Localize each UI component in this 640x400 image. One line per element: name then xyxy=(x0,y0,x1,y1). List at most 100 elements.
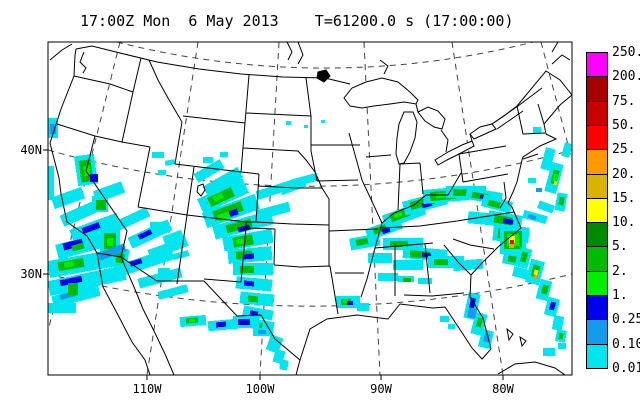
canada-lakes xyxy=(286,42,571,75)
precip-cell xyxy=(509,236,515,243)
puget-sound xyxy=(79,51,87,74)
us-coast-border xyxy=(49,45,572,361)
graticule xyxy=(48,42,572,375)
precip-cell xyxy=(188,318,196,323)
precip-cell xyxy=(109,207,151,233)
precip-cell xyxy=(215,321,227,328)
precip-cell xyxy=(452,258,484,272)
precip-cell xyxy=(372,223,390,235)
precip-cell xyxy=(63,261,75,268)
vancouver-island-coast xyxy=(49,43,73,61)
precip-cell xyxy=(164,159,176,166)
cuba-bahamas xyxy=(497,327,566,375)
precip-cell xyxy=(533,269,539,276)
precip-cell xyxy=(347,301,353,305)
colorbar-tick-label: 75. xyxy=(612,93,636,109)
precip-cell xyxy=(48,303,76,313)
precip-cell xyxy=(212,193,224,202)
colorbar-cell xyxy=(586,149,608,175)
colorbar-cell xyxy=(586,270,608,297)
precip-cell xyxy=(321,120,325,123)
colorbar-tick-label: 20. xyxy=(612,166,636,182)
precip-cell xyxy=(381,226,391,235)
precip-cell xyxy=(137,229,153,240)
precip-cell xyxy=(237,224,251,233)
precip-cell xyxy=(475,317,484,328)
lat-tick-label: 30N xyxy=(20,267,42,281)
parallel-40n xyxy=(48,149,572,187)
lon-tick-label: 100W xyxy=(245,382,275,396)
precip-cell xyxy=(553,180,558,186)
colorbar-tick-label: 0.25 xyxy=(612,312,640,328)
lake-michigan xyxy=(395,111,418,165)
precip-cell xyxy=(502,218,514,225)
precip-cell xyxy=(203,157,213,163)
precip-cell xyxy=(71,242,85,252)
precip-cell xyxy=(62,238,84,251)
precip-cell xyxy=(48,265,127,296)
colorbar-cell xyxy=(586,124,608,151)
sault-channel xyxy=(415,103,419,113)
precip-cell xyxy=(453,189,473,196)
precip-cell xyxy=(238,319,250,325)
colorbar-cell xyxy=(586,52,608,78)
precip-cell xyxy=(368,253,392,263)
colorbar-tick-label: 250. xyxy=(612,45,640,60)
precip-cell xyxy=(552,173,558,183)
map-frame xyxy=(47,41,573,376)
precip-cell xyxy=(558,332,564,340)
lake-erie xyxy=(434,140,475,166)
precip-cell xyxy=(561,142,572,158)
precip-cell xyxy=(511,266,531,280)
precip-cell xyxy=(227,208,239,218)
lon-tick-label: 90W xyxy=(370,382,392,396)
precip-cell xyxy=(90,174,98,182)
precip-cell xyxy=(258,330,266,334)
precip-cell xyxy=(558,196,565,206)
precip-cell xyxy=(249,310,259,316)
precip-cell xyxy=(378,273,398,281)
precip-cell xyxy=(97,243,127,261)
precip-cell xyxy=(403,278,411,282)
precip-cell xyxy=(510,240,514,244)
colorbar-tick-label: 0.10 xyxy=(612,336,640,352)
colorbar-tick-label: 50. xyxy=(612,117,636,133)
parallel-30n xyxy=(48,273,572,307)
lake-huron xyxy=(417,106,446,130)
precip-cell xyxy=(519,251,529,263)
precip-cell xyxy=(158,170,166,175)
lake-ontario xyxy=(469,123,497,140)
precip-cell xyxy=(247,295,259,303)
precip-cell xyxy=(83,165,91,177)
precip-cell xyxy=(390,241,408,247)
mexico-coast xyxy=(96,252,301,375)
precip-cell xyxy=(540,284,550,295)
precip-cell xyxy=(202,166,244,198)
lake-of-the-woods xyxy=(316,69,331,83)
colorbar-cell xyxy=(586,246,608,272)
precip-cell xyxy=(158,268,170,274)
precip-cell xyxy=(527,214,537,220)
precip-cell xyxy=(107,238,113,246)
precip-cell xyxy=(50,186,86,210)
precip-cell xyxy=(507,255,517,263)
precip-cell xyxy=(418,278,432,284)
precip-cell xyxy=(533,274,538,280)
precip-cell xyxy=(551,315,565,331)
precip-cell xyxy=(549,301,556,311)
meridian-120w xyxy=(48,42,121,332)
lon-tick-label: 110W xyxy=(132,382,162,396)
colorbar-cell xyxy=(586,222,608,248)
colorbar-cell xyxy=(586,173,608,199)
precip-cell xyxy=(193,159,225,183)
colorbar-cell xyxy=(586,343,608,370)
precip-cell xyxy=(235,238,245,245)
precip-cell xyxy=(509,243,514,248)
colorbar-tick-label: 25. xyxy=(612,142,636,158)
precip-cell xyxy=(137,267,183,289)
precip-cell xyxy=(393,211,403,219)
precip-cell xyxy=(220,152,228,157)
plot-title: 17:00Z Mon 6 May 2013 T=61200.0 s (17:00… xyxy=(80,12,514,30)
